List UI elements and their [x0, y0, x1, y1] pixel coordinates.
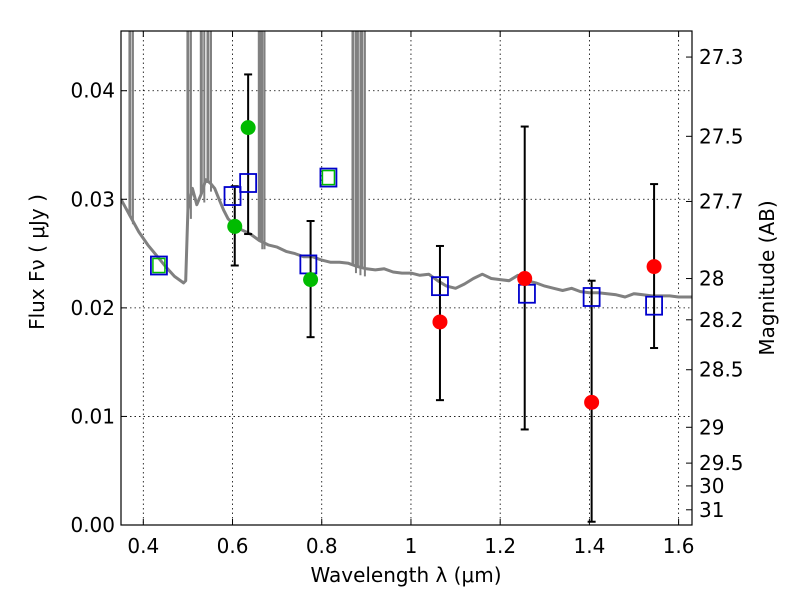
y-tick-label: 0.01 — [70, 404, 115, 428]
y-tick-label: 0.00 — [70, 513, 115, 537]
right-tick-label: 31 — [699, 498, 724, 522]
y-tick-label: 0.02 — [70, 296, 115, 320]
optical-data-point — [303, 272, 319, 288]
x-axis-label: Wavelength λ (μm) — [310, 563, 501, 587]
x-tick-label: 1 — [405, 534, 418, 558]
model-magnitude-inner-square — [321, 169, 336, 186]
model-magnitude-squares — [150, 167, 663, 316]
right-tick-label: 29 — [699, 415, 724, 439]
nir-data-point — [517, 271, 533, 287]
y-axis-label: Flux Fν ( μJy ) — [25, 194, 49, 330]
x-axis: 0.4 0.6 0.8 1 1.2 1.4 1.6 — [127, 31, 695, 558]
model-magnitude-square — [223, 186, 242, 206]
model-magnitude-square — [239, 173, 258, 193]
right-tick-label: 28 — [699, 267, 724, 291]
y-tick-label: 0.04 — [70, 79, 115, 103]
right-tick-label: 30 — [699, 474, 724, 498]
x-tick-label: 1.2 — [484, 534, 516, 558]
model-magnitude-inner-square — [152, 257, 166, 274]
nir-data-point — [584, 394, 600, 410]
nir-data-point — [432, 314, 448, 330]
photometry-points — [227, 120, 662, 410]
nir-data-point — [646, 259, 662, 275]
model-magnitude-square — [431, 276, 449, 297]
plot-frame — [120, 30, 693, 526]
y-axis-left: 0.00 0.01 0.02 0.03 0.04 — [70, 79, 127, 537]
right-tick-label: 29.5 — [699, 451, 744, 475]
right-tick-label: 27.7 — [699, 189, 744, 213]
model-sed — [121, 31, 692, 299]
model-magnitude-square — [319, 167, 338, 188]
x-tick-label: 1.4 — [573, 534, 605, 558]
optical-data-point — [240, 120, 256, 136]
plot-background — [121, 31, 692, 525]
model-magnitude-square — [645, 295, 663, 316]
model-magnitude-square — [582, 287, 601, 307]
x-tick-label: 0.4 — [127, 534, 159, 558]
x-tick-label: 0.6 — [217, 534, 249, 558]
right-y-axis-label: Magnitude (AB) — [755, 200, 779, 355]
right-tick-label: 28.5 — [699, 358, 744, 382]
model-magnitude-square — [150, 255, 168, 276]
y-tick-label: 0.03 — [70, 187, 115, 211]
x-tick-label: 0.8 — [306, 534, 338, 558]
right-tick-label: 27.5 — [699, 124, 744, 148]
model-sed-line — [121, 178, 692, 299]
right-tick-label: 27.3 — [699, 45, 744, 69]
optical-data-point — [227, 218, 243, 234]
right-tick-label: 28.2 — [699, 308, 744, 332]
x-tick-label: 1.6 — [663, 534, 695, 558]
